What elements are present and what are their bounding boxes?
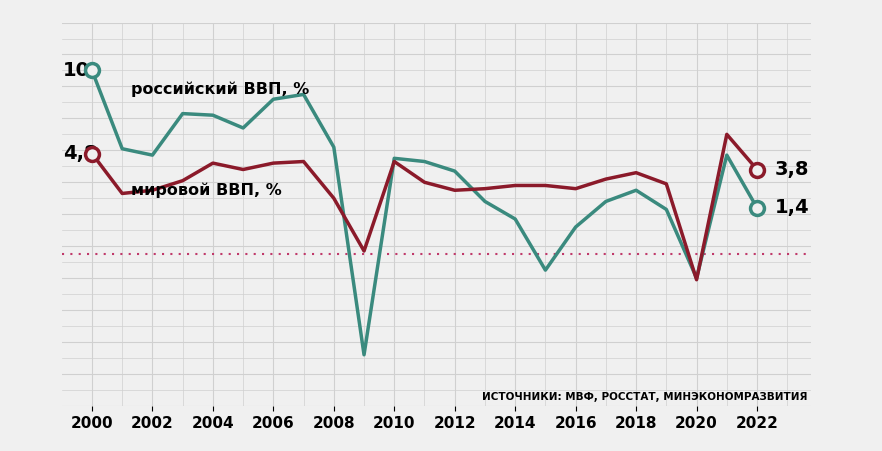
Text: 3,8: 3,8 xyxy=(775,160,810,179)
Text: 10: 10 xyxy=(64,61,90,80)
Text: мировой ВВП, %: мировой ВВП, % xyxy=(131,183,282,198)
Text: 4,8: 4,8 xyxy=(64,144,98,163)
Text: ИСТОЧНИКИ: МВФ, РОССТАТ, МИНЭКОНОМРАЗВИТИЯ: ИСТОЧНИКИ: МВФ, РОССТАТ, МИНЭКОНОМРАЗВИТ… xyxy=(482,392,808,402)
Text: 1,4: 1,4 xyxy=(775,198,810,217)
Text: российский ВВП, %: российский ВВП, % xyxy=(131,82,310,97)
